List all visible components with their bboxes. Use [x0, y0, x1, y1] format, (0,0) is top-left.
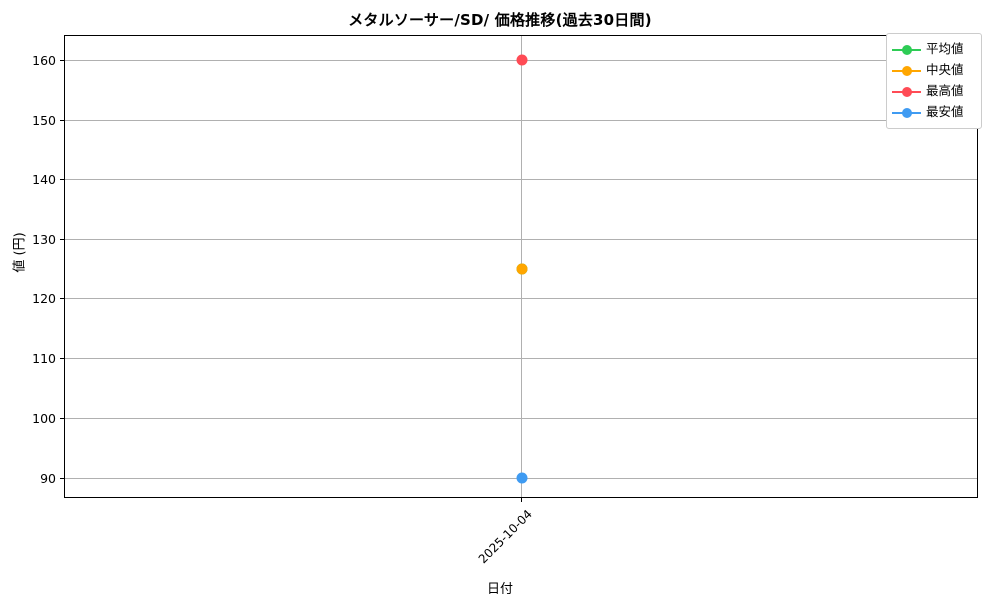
- y-tick-mark-160: [60, 60, 64, 62]
- legend-label-highest: 最高値: [926, 83, 964, 99]
- legend-swatch-median-icon: [892, 65, 921, 76]
- legend-label-median: 中央値: [926, 62, 964, 78]
- y-tick-mark-110: [60, 358, 64, 360]
- legend-swatch-lowest-icon: [892, 107, 921, 118]
- y-tick-label-160: 160: [32, 53, 56, 68]
- y-tick-mark-140: [60, 179, 64, 181]
- legend-swatch-highest-icon: [892, 86, 921, 97]
- y-tick-label-150: 150: [32, 113, 56, 128]
- chart-title: メタルソーサー/SD/ 価格推移(過去30日間): [348, 11, 652, 29]
- y-tick-mark-150: [60, 120, 64, 122]
- y-tick-mark-130: [60, 239, 64, 241]
- y-tick-label-120: 120: [32, 291, 56, 306]
- y-tick-label-100: 100: [32, 411, 56, 426]
- legend-swatch-average-icon: [892, 44, 921, 55]
- legend-label-lowest: 最安値: [926, 104, 964, 120]
- plot-area: [64, 35, 978, 498]
- chart-legend: 平均値 中央値 最高値 最安値: [886, 33, 982, 129]
- y-tick-mark-120: [60, 298, 64, 300]
- legend-label-average: 平均値: [926, 41, 964, 57]
- legend-item-average: 平均値: [892, 39, 975, 60]
- data-point-lowest: [516, 472, 528, 484]
- y-tick-mark-90: [60, 478, 64, 480]
- y-tick-label-90: 90: [40, 471, 56, 486]
- x-tick-mark-2025-10-04: [521, 498, 523, 502]
- x-tick-label-2025-10-04: 2025-10-04: [475, 507, 535, 567]
- data-point-median: [516, 263, 528, 275]
- y-tick-label-110: 110: [32, 351, 56, 366]
- legend-item-lowest: 最安値: [892, 102, 975, 123]
- legend-item-median: 中央値: [892, 60, 975, 81]
- y-tick-label-130: 130: [32, 232, 56, 247]
- y-tick-mark-100: [60, 418, 64, 420]
- x-axis-label: 日付: [486, 582, 513, 597]
- legend-item-highest: 最高値: [892, 81, 975, 102]
- y-tick-label-140: 140: [32, 172, 56, 187]
- data-point-highest: [516, 54, 528, 66]
- y-axis-label: 値 (円): [12, 232, 28, 273]
